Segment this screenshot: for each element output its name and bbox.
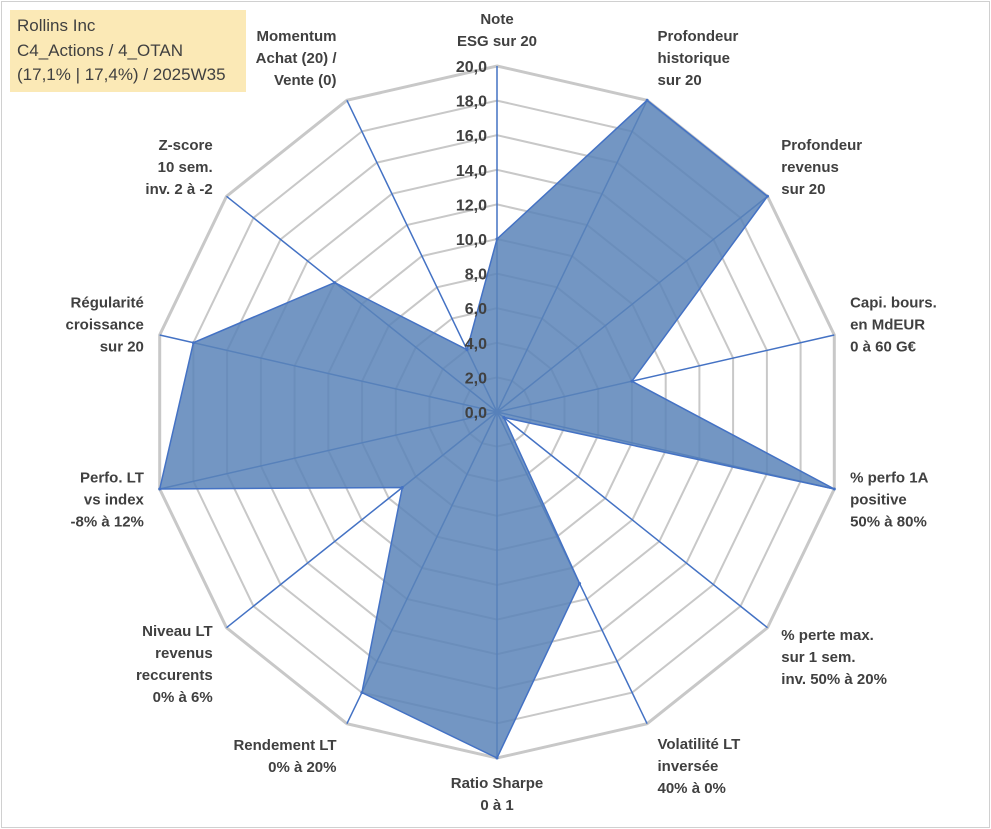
data-point xyxy=(158,487,162,491)
axis-label-line: 0% à 20% xyxy=(268,759,336,776)
data-point xyxy=(333,281,337,285)
tick-label: 12,0 xyxy=(456,197,487,214)
axis-label: Profondeur historique sur 20 xyxy=(658,28,739,89)
axis-label: Perfo. LT vs index -8% à 12% xyxy=(71,470,145,531)
axis-label-line: inversée xyxy=(658,758,719,775)
axis-label-line: % perfo 1A xyxy=(850,470,929,487)
axis-label-line: Niveau LT xyxy=(142,623,213,640)
tick-label: 8,0 xyxy=(465,267,487,284)
radial-tick-labels: 0,0 2,0 4,0 6,0 8,0 10,0 12,0 14,0 16,0 18,0 20,0 xyxy=(456,59,487,422)
data-point xyxy=(502,415,506,419)
axis-label-line: Régularité xyxy=(71,295,144,312)
data-point xyxy=(495,237,499,241)
tick-label: 18,0 xyxy=(456,94,487,111)
axis-label-line: 10 sem. xyxy=(158,159,213,176)
data-point xyxy=(578,582,582,585)
axis-label-line: Rendement LT xyxy=(233,737,336,754)
axis-label-line: sur 20 xyxy=(781,181,825,198)
axis-label-line: positive xyxy=(850,492,907,509)
tick-label: 4,0 xyxy=(465,336,487,353)
tick-label: 10,0 xyxy=(456,232,487,249)
axis-label-line: % perte max. xyxy=(781,627,874,644)
tick-label: 14,0 xyxy=(456,163,487,180)
axis-label-line: Momentum xyxy=(257,28,337,45)
axis-label: Ratio Sharpe 0 à 1 xyxy=(451,775,544,814)
axis-label-line: Profondeur xyxy=(658,28,739,45)
axis-label-line: 0% à 6% xyxy=(153,689,213,706)
axis-spoke xyxy=(496,411,768,629)
company-name: Rollins Inc xyxy=(17,16,96,35)
axis-label-line: Volatilité LT xyxy=(658,736,741,753)
axis-label: Profondeur revenus sur 20 xyxy=(781,137,862,198)
axis-label: Volatilité LT inversée 40% à 0% xyxy=(658,736,741,797)
axis-label-line: croissance xyxy=(66,317,144,334)
axis-label-line: 40% à 0% xyxy=(658,780,726,797)
axis-label: Momentum Achat (20) / Vente (0) xyxy=(256,28,338,89)
tick-label: 0,0 xyxy=(465,405,487,422)
axis-label: Z-score 10 sem. inv. 2 à -2 xyxy=(145,137,212,198)
axis-label-line: 0 à 1 xyxy=(480,797,513,814)
axis-label: % perfo 1A positive 50% à 80% xyxy=(850,470,929,531)
axis-label-line: 50% à 80% xyxy=(850,514,927,531)
data-point xyxy=(766,194,769,198)
axis-label-line: Note xyxy=(480,11,513,28)
axis-label-line: Z-score xyxy=(159,137,213,154)
axis-label-line: Achat (20) / xyxy=(256,50,338,67)
axis-label-line: ESG sur 20 xyxy=(457,33,537,50)
axis-labels: Note ESG sur 20 Profondeur historique sur 20… xyxy=(66,11,937,814)
axis-label-line: sur 1 sem. xyxy=(781,649,855,666)
axis-label-line: inv. 50% à 20% xyxy=(781,671,887,688)
data-point xyxy=(465,348,469,352)
data-point xyxy=(630,379,634,383)
data-point xyxy=(360,691,364,695)
performance-stats: (17,1% | 17,4%) / 2025W35 xyxy=(17,65,226,84)
tick-label: 16,0 xyxy=(456,128,487,145)
axis-label: Niveau LT revenus reccurents 0% à 6% xyxy=(136,623,213,706)
axis-label-line: en MdEUR xyxy=(850,317,925,334)
axis-label-line: Profondeur xyxy=(781,137,862,154)
axis-label-line: revenus xyxy=(155,645,213,662)
tick-label: 6,0 xyxy=(465,301,487,318)
axis-label-line: sur 20 xyxy=(658,72,702,89)
axis-label-line: Capi. bours. xyxy=(850,295,937,312)
tick-label: 2,0 xyxy=(465,370,487,387)
axis-label: Capi. bours. en MdEUR 0 à 60 G€ xyxy=(850,295,937,356)
axis-label: Régularité croissance sur 20 xyxy=(66,295,144,356)
axis-label-line: Ratio Sharpe xyxy=(451,775,544,792)
axis-label-line: historique xyxy=(658,50,731,67)
data-point xyxy=(191,341,195,345)
axis-label-line: reccurents xyxy=(136,667,213,684)
axis-label-line: revenus xyxy=(781,159,839,176)
axis-label-line: -8% à 12% xyxy=(71,514,144,531)
axis-label-line: Perfo. LT xyxy=(80,470,144,487)
axis-label-line: Vente (0) xyxy=(274,72,337,89)
data-point xyxy=(832,487,836,491)
axis-label-line: inv. 2 à -2 xyxy=(145,181,212,198)
axis-label-line: sur 20 xyxy=(100,339,144,356)
info-box: Rollins Inc C4_Actions / 4_OTAN (17,1% |… xyxy=(10,10,246,92)
data-point xyxy=(495,756,499,760)
axis-label: % perte max. sur 1 sem. inv. 50% à 20% xyxy=(781,627,887,688)
radar-series xyxy=(158,98,836,760)
data-point xyxy=(645,98,649,102)
category-label: C4_Actions / 4_OTAN xyxy=(17,41,183,60)
data-point xyxy=(400,486,404,489)
axis-label: Rendement LT 0% à 20% xyxy=(233,737,336,776)
axis-label-line: vs index xyxy=(84,492,145,509)
axis-label-line: 0 à 60 G€ xyxy=(850,339,917,356)
tick-label: 20,0 xyxy=(456,59,487,76)
axis-label: Note ESG sur 20 xyxy=(457,11,537,50)
